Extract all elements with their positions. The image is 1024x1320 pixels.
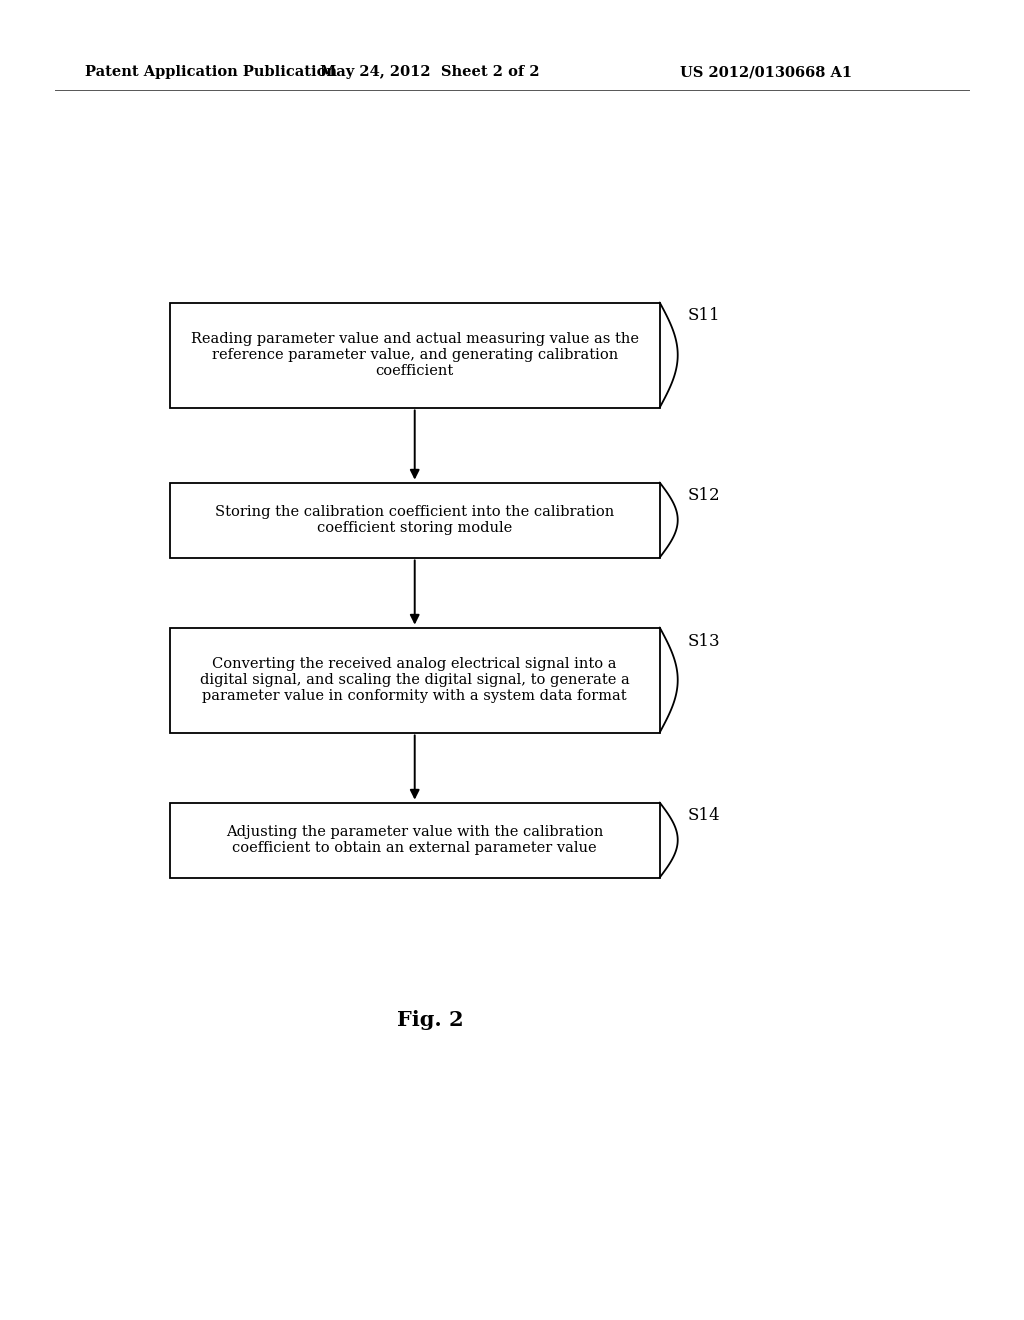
Text: Reading parameter value and actual measuring value as the
reference parameter va: Reading parameter value and actual measu… (190, 331, 639, 379)
Text: Storing the calibration coefficient into the calibration
coefficient storing mod: Storing the calibration coefficient into… (215, 504, 614, 535)
Text: Converting the received analog electrical signal into a
digital signal, and scal: Converting the received analog electrica… (200, 657, 630, 704)
Text: Fig. 2: Fig. 2 (396, 1010, 464, 1030)
Text: S14: S14 (688, 808, 720, 825)
Text: US 2012/0130668 A1: US 2012/0130668 A1 (680, 65, 852, 79)
Text: Adjusting the parameter value with the calibration
coefficient to obtain an exte: Adjusting the parameter value with the c… (226, 825, 603, 855)
Text: Patent Application Publication: Patent Application Publication (85, 65, 337, 79)
FancyBboxPatch shape (170, 302, 659, 408)
Text: S11: S11 (688, 308, 720, 325)
FancyBboxPatch shape (170, 483, 659, 557)
Text: S12: S12 (688, 487, 720, 504)
Text: S13: S13 (688, 632, 720, 649)
FancyBboxPatch shape (170, 803, 659, 878)
Text: May 24, 2012  Sheet 2 of 2: May 24, 2012 Sheet 2 of 2 (321, 65, 540, 79)
FancyBboxPatch shape (170, 627, 659, 733)
